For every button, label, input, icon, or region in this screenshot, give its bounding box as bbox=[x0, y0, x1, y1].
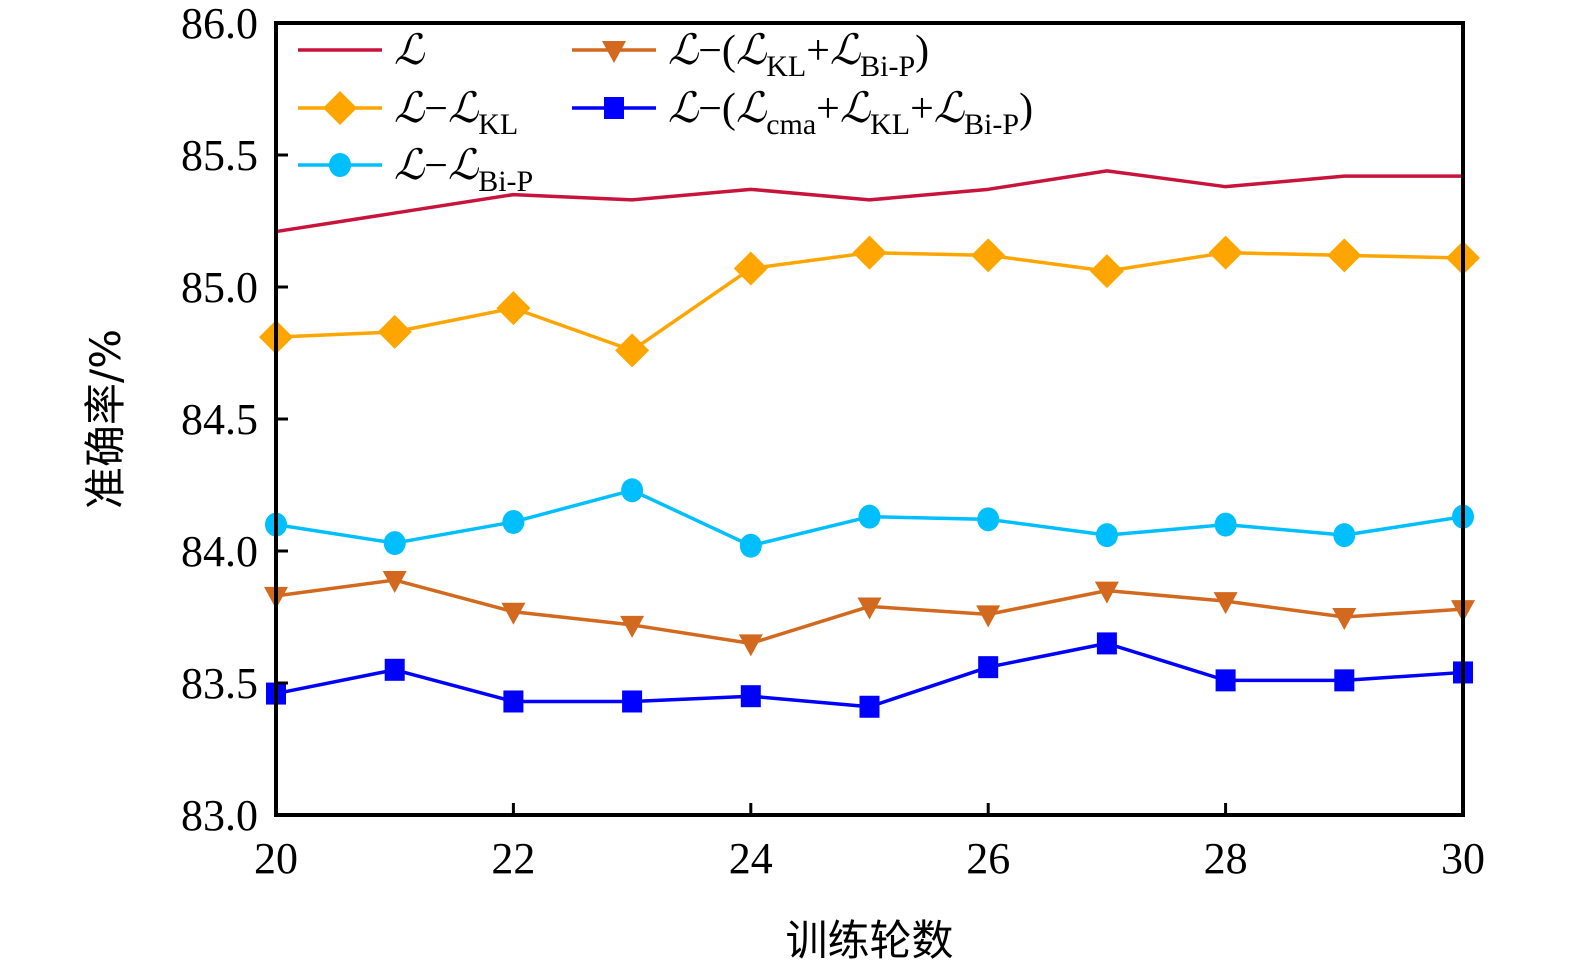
data-point bbox=[1208, 235, 1243, 270]
y-tick-label: 83.0 bbox=[181, 791, 258, 840]
data-point bbox=[1213, 592, 1238, 615]
data-point bbox=[1332, 608, 1357, 630]
legend-marker bbox=[323, 91, 357, 125]
x-tick-label: 28 bbox=[1204, 834, 1248, 883]
data-point bbox=[377, 314, 412, 349]
legend-item: ℒ−ℒKL bbox=[298, 86, 518, 141]
series-4 bbox=[266, 632, 1473, 718]
y-tick-label: 84.0 bbox=[181, 527, 258, 576]
legend-marker bbox=[604, 97, 624, 119]
data-point bbox=[733, 251, 768, 286]
data-point bbox=[1327, 238, 1362, 273]
data-point bbox=[1334, 669, 1355, 692]
data-point bbox=[1214, 512, 1237, 537]
series-3 bbox=[264, 571, 1475, 657]
data-point bbox=[859, 695, 880, 718]
data-point bbox=[382, 571, 407, 594]
legend-label: ℒ−(ℒcma+ℒKL+ℒBi-P) bbox=[668, 86, 1033, 141]
series-1 bbox=[259, 235, 1480, 368]
data-point bbox=[739, 533, 762, 558]
data-point bbox=[622, 690, 643, 713]
data-point bbox=[977, 507, 1000, 532]
data-point bbox=[1333, 523, 1356, 548]
data-point bbox=[1094, 581, 1119, 604]
data-point bbox=[738, 634, 763, 657]
data-point bbox=[1089, 254, 1124, 289]
y-tick-label: 85.0 bbox=[181, 263, 258, 312]
data-point bbox=[858, 504, 881, 529]
data-point bbox=[740, 685, 761, 708]
data-point bbox=[503, 690, 524, 713]
x-axis-ticks: 20 22 24 26 28 30 bbox=[254, 803, 1485, 883]
y-tick-label: 86.0 bbox=[181, 0, 258, 48]
y-tick-label: 84.5 bbox=[181, 395, 258, 444]
y-tick-label: 83.5 bbox=[181, 659, 258, 708]
data-point bbox=[857, 597, 882, 620]
x-tick-label: 26 bbox=[966, 834, 1010, 883]
data-point bbox=[384, 658, 405, 681]
data-point bbox=[383, 531, 406, 556]
series-layer bbox=[259, 169, 1480, 718]
x-tick-label: 22 bbox=[491, 834, 535, 883]
legend-label: ℒ−(ℒKL+ℒBi-P) bbox=[668, 28, 929, 83]
x-tick-label: 24 bbox=[729, 834, 773, 883]
legend-label: ℒ−ℒBi-P bbox=[394, 143, 533, 198]
data-point bbox=[496, 291, 531, 326]
data-point bbox=[620, 615, 645, 638]
legend-item: ℒ−ℒBi-P bbox=[298, 143, 533, 198]
x-tick-label: 30 bbox=[1441, 834, 1485, 883]
y-tick-label: 85.5 bbox=[181, 131, 258, 180]
data-point bbox=[1095, 523, 1118, 548]
legend-item: ℒ−(ℒKL+ℒBi-P) bbox=[572, 28, 929, 83]
data-point bbox=[852, 235, 887, 270]
data-point bbox=[971, 238, 1006, 273]
x-axis-title: 训练轮数 bbox=[785, 916, 953, 965]
legend-marker bbox=[602, 41, 626, 63]
data-point bbox=[1096, 632, 1117, 655]
data-point bbox=[502, 509, 525, 534]
series-2 bbox=[265, 478, 1474, 558]
data-point bbox=[621, 478, 644, 503]
legend-marker bbox=[329, 153, 351, 177]
data-point bbox=[1215, 669, 1236, 692]
legend-label: ℒ bbox=[394, 28, 425, 74]
data-point bbox=[976, 605, 1001, 628]
data-point bbox=[615, 333, 650, 368]
legend-item: ℒ bbox=[298, 28, 425, 74]
data-point bbox=[501, 602, 526, 625]
y-axis-title: 准确率/% bbox=[81, 329, 130, 509]
series-0 bbox=[275, 169, 1463, 234]
legend-label: ℒ−ℒKL bbox=[394, 86, 518, 141]
x-tick-label: 20 bbox=[254, 834, 298, 883]
legend-item: ℒ−(ℒcma+ℒKL+ℒBi-P) bbox=[572, 86, 1033, 141]
series-line bbox=[275, 169, 1463, 234]
y-axis-ticks: 83.0 83.5 84.0 84.5 85.0 85.5 86.0 bbox=[181, 0, 288, 840]
data-point bbox=[978, 656, 999, 679]
